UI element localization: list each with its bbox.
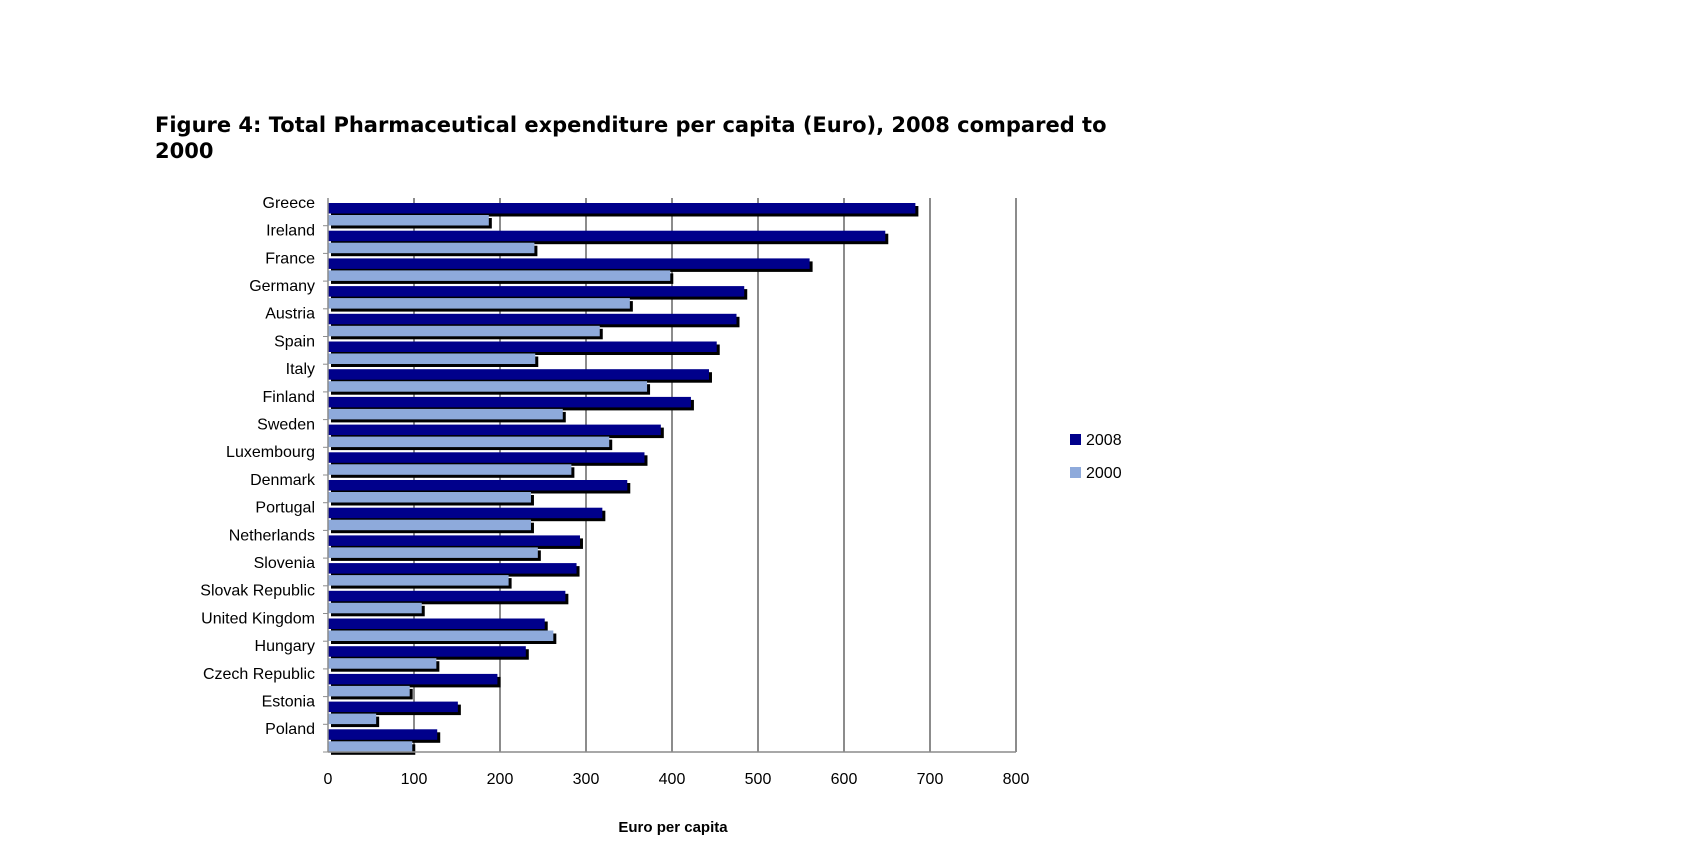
bar-2000 — [328, 436, 610, 448]
bar-2000 — [328, 519, 531, 531]
bar-2000 — [328, 492, 531, 503]
bar-2000 — [328, 270, 671, 281]
category-label: Slovak Republic — [200, 583, 315, 600]
bar-2000 — [328, 575, 509, 586]
bar-2000 — [328, 658, 437, 669]
category-label: Netherlands — [229, 527, 315, 544]
x-tick-label: 300 — [573, 771, 600, 788]
category-label: Portugal — [255, 500, 315, 517]
x-tick-label: 400 — [659, 771, 686, 788]
bar-2000 — [328, 353, 536, 364]
category-label: Italy — [286, 361, 315, 378]
bar-2000 — [328, 630, 554, 641]
bar-2008 — [328, 258, 810, 269]
figure-title: Figure 4: Total Pharmaceutical expenditu… — [155, 113, 1107, 163]
bar-2000 — [328, 602, 422, 614]
legend: 2008 2000 — [1070, 432, 1122, 482]
bar-2008 — [328, 729, 438, 740]
category-label: France — [265, 250, 315, 267]
bar-2000 — [328, 242, 535, 254]
category-label: Poland — [265, 721, 315, 738]
category-label: Finland — [263, 389, 315, 406]
category-label: Hungary — [255, 638, 315, 655]
bar-2008 — [328, 590, 566, 602]
bar-2000 — [328, 215, 489, 226]
bar-2000 — [328, 685, 410, 697]
category-label: Denmark — [250, 472, 316, 489]
labels-layer: 0 100 200 300 400 500 600 700 800 Greece Ireland Fr… — [200, 195, 1029, 788]
bar-2008 — [328, 480, 628, 491]
bar-2000 — [328, 464, 572, 475]
category-label: Greece — [263, 195, 316, 212]
category-label: Sweden — [257, 416, 315, 433]
category-label: Ireland — [266, 223, 315, 240]
bar-2000 — [328, 547, 538, 558]
legend-label: 2000 — [1086, 465, 1122, 482]
category-label: United Kingdom — [201, 610, 315, 627]
bar-2008 — [328, 230, 886, 242]
category-label: Czech Republic — [203, 666, 315, 683]
bar-2008 — [328, 424, 661, 436]
x-tick-label: 200 — [487, 771, 514, 788]
x-tick-label: 100 — [401, 771, 428, 788]
x-tick-label: 800 — [1003, 771, 1030, 788]
bar-2008 — [328, 673, 498, 685]
category-label: Spain — [274, 333, 315, 350]
grid-layer — [413, 198, 1017, 752]
bar-2008 — [328, 618, 545, 629]
x-axis-title: Euro per capita — [618, 819, 728, 836]
bar-2000 — [328, 325, 600, 337]
category-label: Slovenia — [254, 555, 315, 572]
legend-swatch — [1070, 467, 1081, 478]
bar-2008 — [328, 313, 737, 325]
x-tick-label: 600 — [831, 771, 858, 788]
bar-2000 — [328, 298, 630, 309]
bar-2008 — [328, 452, 645, 463]
bar-2008 — [328, 369, 709, 380]
category-label: Estonia — [262, 693, 315, 710]
bar-2008 — [328, 646, 526, 657]
legend-swatch — [1070, 434, 1081, 445]
bar-2008 — [328, 396, 691, 408]
bar-2008 — [328, 203, 916, 214]
bar-2008 — [328, 535, 580, 546]
x-tick-label: 500 — [745, 771, 772, 788]
category-label: Austria — [265, 306, 315, 323]
x-tick-label: 0 — [324, 771, 333, 788]
bar-2008 — [328, 507, 603, 519]
category-label: Germany — [249, 278, 315, 295]
bar-2000 — [328, 408, 563, 420]
bars-layer — [328, 203, 919, 755]
bar-2008 — [328, 701, 458, 713]
legend-label: 2008 — [1086, 432, 1122, 449]
x-tick-label: 700 — [917, 771, 944, 788]
bar-2008 — [328, 563, 577, 574]
bar-2000 — [328, 713, 377, 725]
bar-2008 — [328, 286, 745, 297]
axis-layer — [323, 198, 1016, 753]
category-label: Luxembourg — [226, 444, 315, 461]
bar-2008 — [328, 341, 717, 352]
bar-2000 — [328, 381, 648, 392]
bar-2000 — [328, 741, 413, 752]
